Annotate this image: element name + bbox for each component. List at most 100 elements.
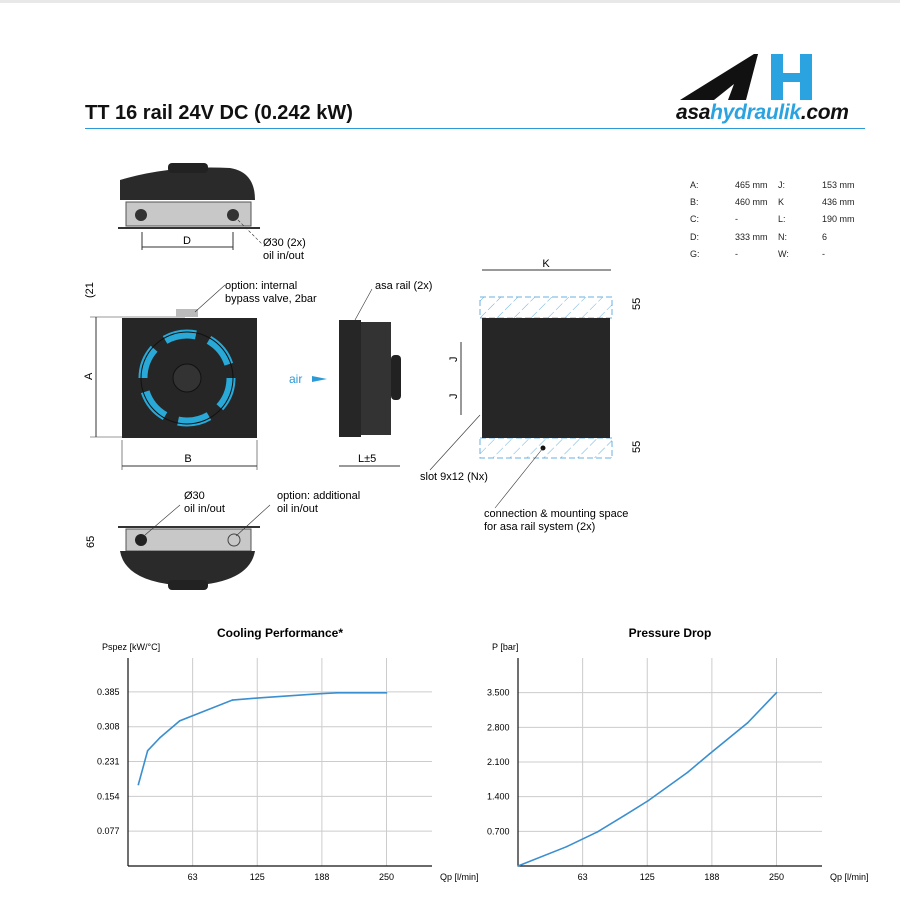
front-view: (21 A B option: internal bypass valve, 2… xyxy=(83,280,317,470)
spec-row: C: - L: 190 mm xyxy=(690,211,865,228)
dim-l-label: L±5 xyxy=(358,453,376,465)
x-axis-label: Qp [l/min] xyxy=(830,872,869,882)
y-tick-label: 1.400 xyxy=(487,792,510,802)
spec-value: 153 mm xyxy=(822,179,855,190)
slot-label: slot 9x12 (Nx) xyxy=(420,471,488,483)
data-point xyxy=(517,865,519,867)
y-tick-label: 2.100 xyxy=(487,757,510,767)
data-line xyxy=(137,692,387,785)
spec-value: 333 mm xyxy=(735,231,768,242)
data-point xyxy=(159,736,161,739)
chart-title: Cooling Performance* xyxy=(217,626,343,640)
bottom-view: 65 Ø30 oil in/out option: additional oil… xyxy=(85,490,360,590)
technical-drawing: D Ø30 (2x) oil in/out (21 A B option: in… xyxy=(83,163,643,590)
spec-table: A: 465 mm J: 153 mm B: 460 mm K 436 mm C: - L: 190 … xyxy=(690,176,865,262)
spec-key: L: xyxy=(778,214,786,225)
spec-key: N: xyxy=(778,231,787,242)
top-view: D Ø30 (2x) oil in/out xyxy=(118,163,306,262)
data-point xyxy=(259,696,262,699)
data-point xyxy=(708,753,711,755)
y-axis-label: Pspez [kW/°C] xyxy=(102,642,160,652)
rear-view: K 55 55 J J slot 9x12 (Nx) connection & … xyxy=(420,258,643,533)
data-point xyxy=(336,692,338,694)
air-label: air xyxy=(289,372,302,386)
chart-title: Pressure Drop xyxy=(629,626,712,640)
spec-row: G: - W: - xyxy=(690,245,865,262)
dim-55-top: 55 xyxy=(631,298,643,310)
x-tick-label: 188 xyxy=(314,872,329,882)
space-label-1: connection & mounting space xyxy=(484,508,628,520)
spec-key: J: xyxy=(778,179,786,190)
spec-key: D: xyxy=(690,231,699,242)
data-point xyxy=(686,771,689,774)
cooling-performance-chart: Cooling Performance* Pspez [kW/°C] Qp [l/m… xyxy=(97,626,479,882)
bottom-oil-label-1: Ø30 xyxy=(184,490,205,502)
rail-label: asa rail (2x) xyxy=(375,280,432,292)
data-point xyxy=(775,691,778,694)
dim-55-bottom: 55 xyxy=(631,441,643,453)
x-tick-label: 250 xyxy=(769,872,784,882)
logo-mark xyxy=(680,54,812,100)
title-divider xyxy=(85,128,865,129)
x-tick-label: 125 xyxy=(250,872,265,882)
spec-key: K xyxy=(778,196,785,207)
x-axis-label: Qp [l/min] xyxy=(440,872,479,882)
side-view: air asa rail (2x) L±5 xyxy=(289,280,432,467)
data-point xyxy=(385,692,388,694)
data-point xyxy=(178,720,181,722)
dim-a-label: A xyxy=(83,372,95,380)
x-tick-label: 125 xyxy=(640,872,655,882)
spec-row: B: 460 mm K 436 mm xyxy=(690,193,865,210)
spec-row: D: 333 mm N: 6 xyxy=(690,228,865,245)
y-tick-label: 0.385 xyxy=(97,687,120,697)
x-tick-label: 63 xyxy=(188,872,198,882)
data-point xyxy=(623,814,626,817)
y-tick-label: 2.800 xyxy=(487,722,510,732)
page-title: TT 16 rail 24V DC (0.242 kW) xyxy=(85,102,353,124)
y-tick-label: 0.231 xyxy=(97,757,120,767)
data-point xyxy=(319,692,322,695)
y-axis-label: P [bar] xyxy=(492,642,518,652)
data-point xyxy=(231,699,234,701)
add-oil-label-1: option: additional xyxy=(277,490,360,502)
spec-value: - xyxy=(822,248,825,259)
y-tick-label: 0.700 xyxy=(487,826,510,836)
logo-text: asahydraulik.com xyxy=(676,101,849,124)
spec-value: 436 mm xyxy=(822,196,855,207)
oil-label-1: Ø30 (2x) xyxy=(263,237,306,249)
top-border xyxy=(0,0,900,3)
spec-key: A: xyxy=(690,179,699,190)
data-point xyxy=(146,749,149,752)
bottom-oil-label-2: oil in/out xyxy=(184,503,225,515)
spec-key: W: xyxy=(778,248,789,259)
dim-j1: J xyxy=(448,357,460,363)
dim-b-label: B xyxy=(184,453,191,465)
x-tick-label: 63 xyxy=(578,872,588,882)
spec-row: A: 465 mm J: 153 mm xyxy=(690,176,865,193)
dim-65-label: 65 xyxy=(85,536,97,548)
oil-label-2: oil in/out xyxy=(263,250,304,262)
spec-value: 460 mm xyxy=(735,196,768,207)
data-point xyxy=(746,722,749,724)
bypass-label-2: bypass valve, 2bar xyxy=(225,293,317,305)
spec-key: G: xyxy=(690,248,700,259)
y-tick-label: 0.077 xyxy=(97,826,120,836)
spec-value: 190 mm xyxy=(822,214,855,225)
x-tick-label: 188 xyxy=(704,872,719,882)
spec-key: B: xyxy=(690,196,699,207)
data-point xyxy=(137,783,140,786)
spec-value: 6 xyxy=(822,231,828,242)
dim-j2: J xyxy=(448,394,460,400)
add-oil-label-2: oil in/out xyxy=(277,503,318,515)
spec-key: C: xyxy=(690,214,699,225)
bypass-label-1: option: internal xyxy=(225,280,297,292)
dim-k-label: K xyxy=(542,258,550,270)
spec-value: - xyxy=(735,214,738,225)
spec-value: 465 mm xyxy=(735,179,768,190)
y-tick-label: 0.308 xyxy=(97,722,120,732)
y-tick-label: 0.154 xyxy=(97,791,120,801)
y-tick-label: 3.500 xyxy=(487,688,510,698)
data-point xyxy=(565,845,568,848)
data-point xyxy=(647,799,650,802)
pressure-drop-chart: Pressure Drop P [bar] Qp [l/min] 0.700 1.400… xyxy=(487,626,869,882)
